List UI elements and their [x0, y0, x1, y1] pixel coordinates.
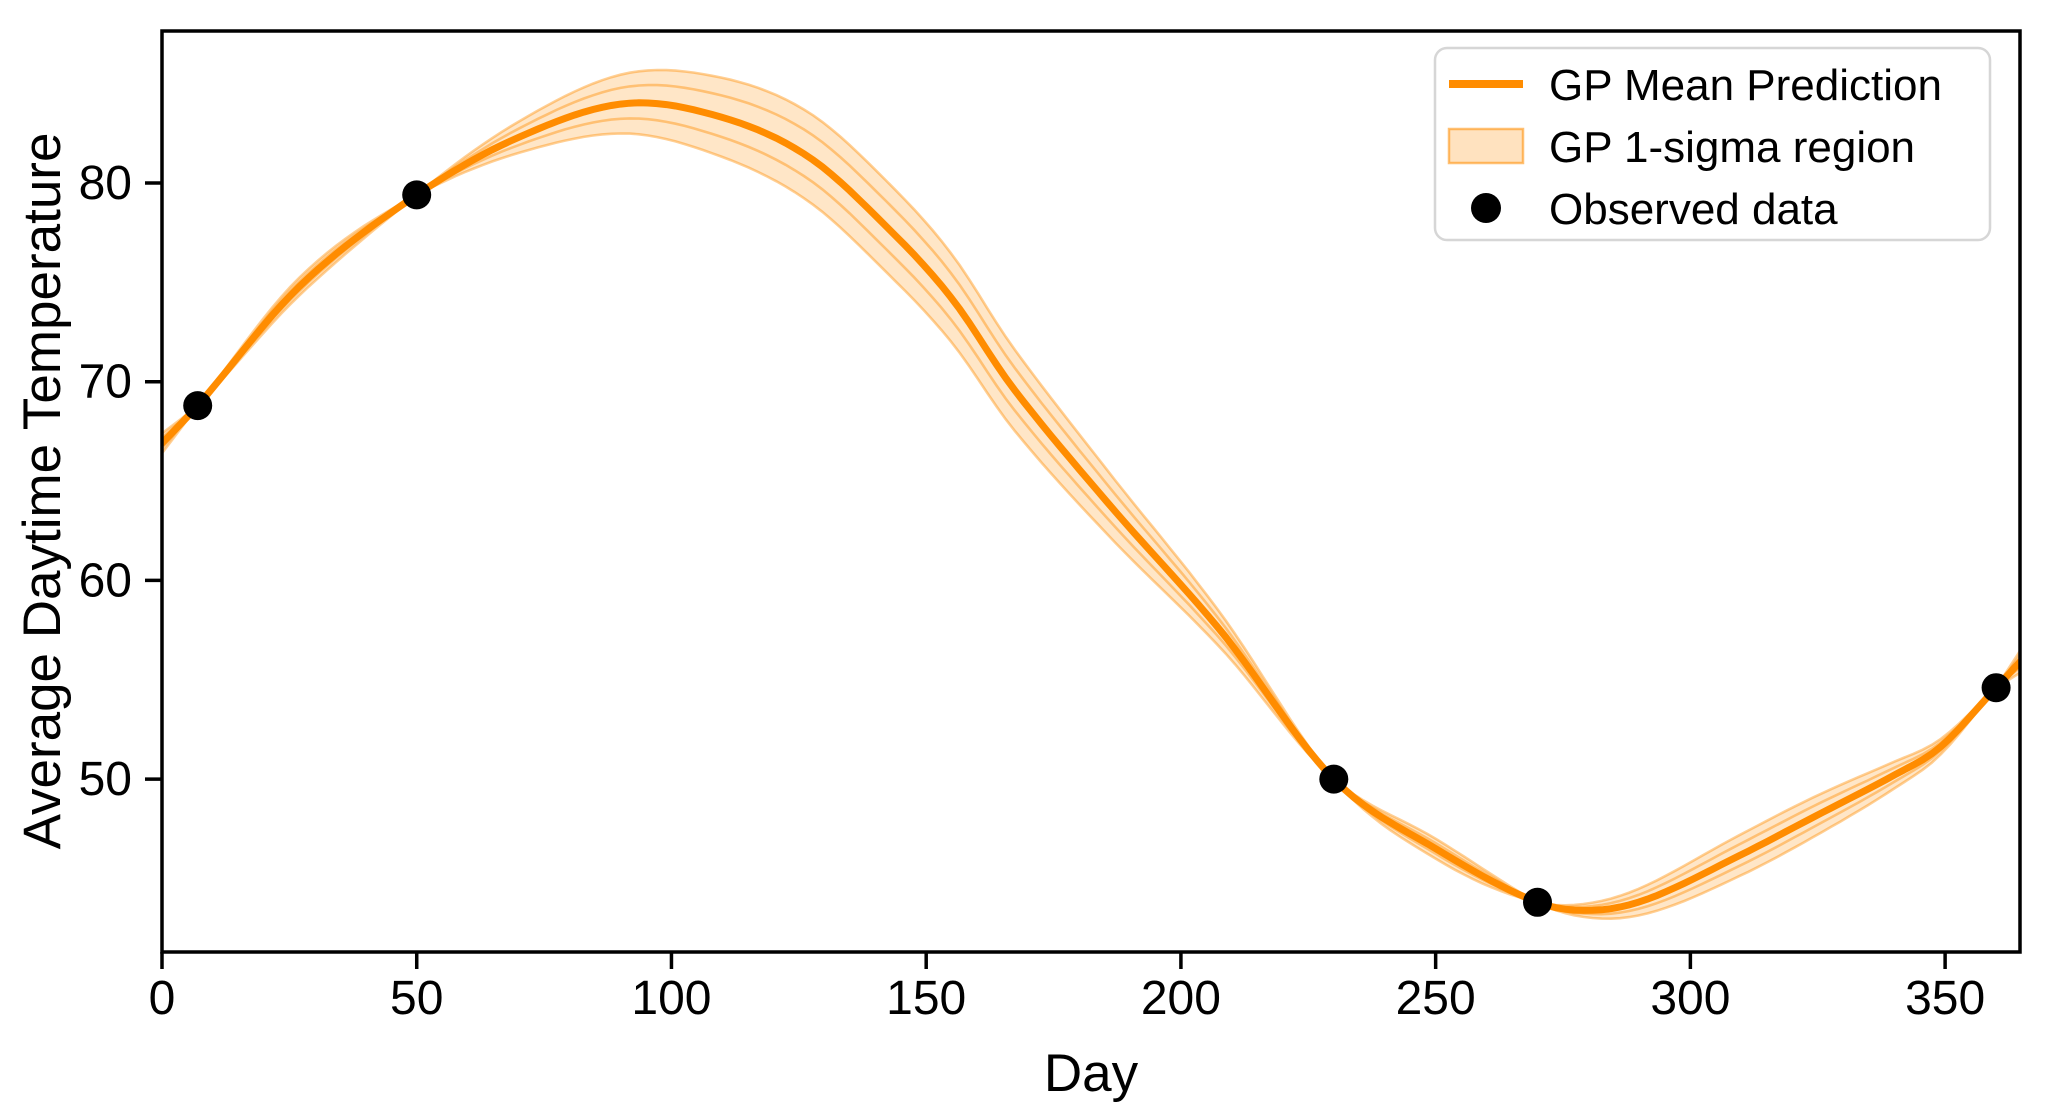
plot-spines [160, 29, 2022, 954]
gp-sample-path [162, 132, 2020, 921]
x-tick-label: 350 [1905, 972, 1985, 1025]
x-tick-label: 0 [149, 972, 176, 1025]
sigma-band-area [162, 70, 2020, 919]
y-tick-label: 80 [79, 157, 132, 210]
gp-sample-path [162, 68, 2020, 907]
x-tick-label: 50 [390, 972, 443, 1025]
x-tick-label: 100 [631, 972, 711, 1025]
gp-mean-line [162, 99, 2020, 914]
observed-point [1319, 764, 1349, 794]
gp-sample-path [162, 117, 2020, 916]
y-tick-label: 50 [79, 753, 132, 806]
x-tick-label: 250 [1396, 972, 1476, 1025]
legend: GP Mean Prediction GP 1-sigma region Obs… [1433, 46, 1992, 242]
x-tick-label: 300 [1650, 972, 1730, 1025]
legend-label-sigma: GP 1-sigma region [1549, 123, 1915, 172]
y-tick-label: 60 [79, 554, 132, 607]
y-tick-label: 70 [79, 356, 132, 409]
observed-point [1523, 887, 1552, 917]
legend-frame [1433, 46, 1992, 242]
legend-label-mean: GP Mean Prediction [1549, 61, 1942, 110]
x-axis-label: Day [1044, 1044, 1139, 1103]
y-axis-label: Average Daytime Temperature [13, 133, 72, 850]
gp-sigma-band [162, 70, 2020, 919]
y-axis-ticks: 50 60 70 80 [79, 157, 162, 806]
x-axis-ticks: 0 50 100 150 200 250 300 350 [149, 952, 1985, 1025]
legend-label-observed: Observed data [1549, 185, 1838, 234]
gp-sample-path [162, 83, 2020, 909]
gp-sample-paths [162, 68, 2020, 921]
legend-sigma-patch-swatch [1447, 127, 1525, 165]
x-tick-label: 150 [886, 972, 966, 1025]
legend-observed-dot-swatch [1471, 193, 1501, 223]
observed-point [183, 391, 213, 421]
observed-data-points [183, 180, 2011, 917]
observed-point [1981, 673, 2011, 703]
observed-point [402, 180, 432, 210]
gp-mean-path [162, 99, 2020, 914]
axes: 0 50 100 150 200 250 300 350 50 60 70 80 Day Avera… [13, 29, 2022, 1103]
x-tick-label: 200 [1141, 972, 1221, 1025]
